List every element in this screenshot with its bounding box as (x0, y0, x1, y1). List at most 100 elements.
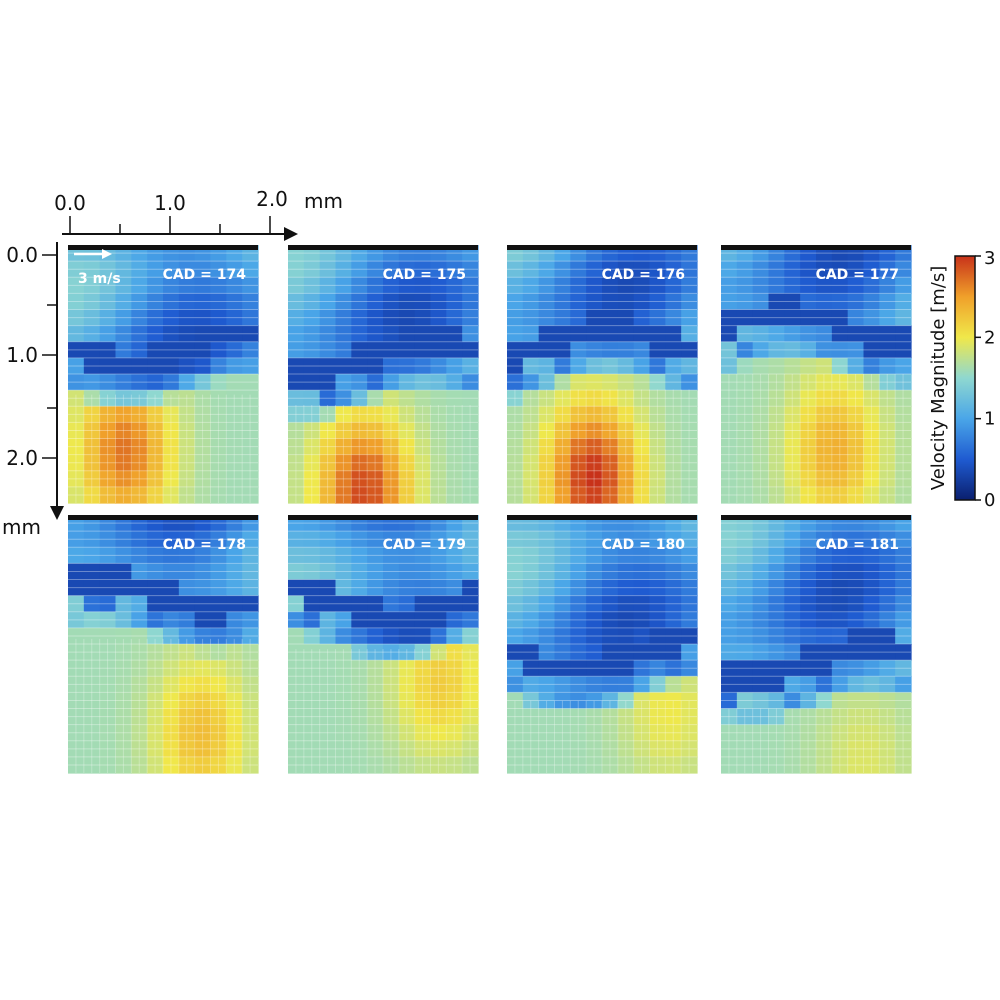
heatmap-cell (367, 756, 384, 774)
heatmap-cell (462, 374, 479, 391)
heatmap-cell (303, 454, 321, 472)
heatmap-cell (752, 470, 770, 488)
heatmap-cell (68, 406, 85, 423)
heatmap-cell (83, 422, 101, 440)
heatmap-cell (319, 676, 337, 693)
heatmap-cell (649, 374, 666, 391)
heatmap-cell (768, 309, 785, 327)
heatmap-cell (586, 579, 603, 597)
heatmap-cell (879, 611, 896, 629)
heatmap-cell (895, 660, 912, 677)
heatmap-cell (847, 676, 865, 693)
heatmap-cell (319, 325, 337, 343)
heatmap-cell (784, 531, 801, 548)
heatmap-cell (538, 531, 556, 548)
heatmap-cell (115, 579, 132, 597)
heatmap-cell (99, 357, 117, 375)
heatmap-cell (131, 756, 148, 774)
heatmap-cell (784, 357, 801, 375)
heatmap-cell (242, 390, 259, 407)
heatmap-cell (633, 692, 651, 710)
heatmap-cell (319, 293, 337, 311)
heatmap-cell (681, 579, 698, 597)
heatmap-cell (847, 740, 865, 758)
heatmap-cell (194, 595, 212, 613)
heatmap-cell (847, 454, 865, 472)
heatmap-cell (351, 486, 368, 504)
heatmap-cell (319, 438, 337, 456)
heatmap-cell (633, 357, 651, 375)
heatmap-cell (462, 563, 479, 581)
heatmap-cell (462, 579, 479, 597)
heatmap-cell (800, 357, 817, 375)
heatmap-cell (752, 692, 770, 710)
heatmap-cell (633, 277, 651, 294)
heatmap-cell (617, 277, 635, 294)
heatmap-cell (895, 595, 912, 613)
heatmap-cell (554, 422, 571, 440)
heatmap-cell (99, 277, 117, 294)
colorbar-tick-label: 2 (984, 327, 995, 348)
heatmap-cell (800, 724, 817, 742)
heatmap-cell (163, 486, 180, 504)
heatmap-cell (721, 692, 738, 710)
heatmap-cell (522, 692, 540, 710)
heatmap-cell (768, 563, 785, 581)
heatmap-cell (99, 486, 117, 504)
heatmap-cell (570, 563, 587, 581)
heatmap-cell (554, 277, 571, 294)
heatmap-cell (178, 724, 196, 742)
heatmap-cell (570, 644, 587, 661)
heatmap-cell (383, 724, 400, 742)
heatmap-cell (163, 341, 180, 359)
heatmap-cell (99, 708, 117, 726)
heatmap-cell (383, 454, 400, 472)
heatmap-cell (617, 454, 635, 472)
heatmap-cell (681, 724, 698, 742)
heatmap-cell (681, 438, 698, 456)
heatmap-cell (895, 406, 912, 423)
heatmap-cell (303, 547, 321, 564)
heatmap-cell (736, 357, 754, 375)
heatmap-cell (210, 724, 227, 742)
heatmap-cell (446, 357, 463, 375)
heatmap-cell (649, 547, 666, 564)
heatmap-cell (303, 390, 321, 407)
heatmap-cell (633, 486, 651, 504)
heatmap-cell (210, 454, 227, 472)
heatmap-cell (649, 595, 666, 613)
heatmap-cell (226, 406, 243, 423)
heatmap-cell (351, 438, 368, 456)
heatmap-cell (115, 531, 132, 548)
heatmap-cell (68, 756, 85, 774)
heatmap-cell (303, 595, 321, 613)
heatmap-cell (831, 627, 849, 645)
heatmap-cell (288, 438, 305, 456)
heatmap-cell (194, 454, 212, 472)
heatmap-cell (736, 438, 754, 456)
heatmap-cell (681, 422, 698, 440)
heatmap-cell (367, 390, 384, 407)
heatmap-cell (398, 470, 416, 488)
heatmap-cell (462, 277, 479, 294)
heatmap-cell (721, 309, 738, 327)
heatmap-cell (586, 390, 603, 407)
heatmap-cell (554, 438, 571, 456)
heatmap-cell (194, 406, 212, 423)
heatmap-cell (303, 293, 321, 311)
heatmap-cell (649, 531, 666, 548)
heatmap-cell (147, 277, 164, 294)
heatmap-cell (602, 724, 619, 742)
heatmap-cell (462, 454, 479, 472)
panel-top-edge (68, 515, 258, 520)
heatmap-cell (816, 756, 833, 774)
heatmap-cell (721, 470, 738, 488)
heatmap-cell (163, 724, 180, 742)
heatmap-cell (681, 325, 698, 343)
heatmap-cell (99, 422, 117, 440)
heatmap-cell (554, 531, 571, 548)
heatmap-cell (226, 261, 243, 278)
heatmap-cell (210, 357, 227, 375)
heatmap-cell (414, 293, 432, 311)
heatmap-cell (319, 390, 337, 407)
